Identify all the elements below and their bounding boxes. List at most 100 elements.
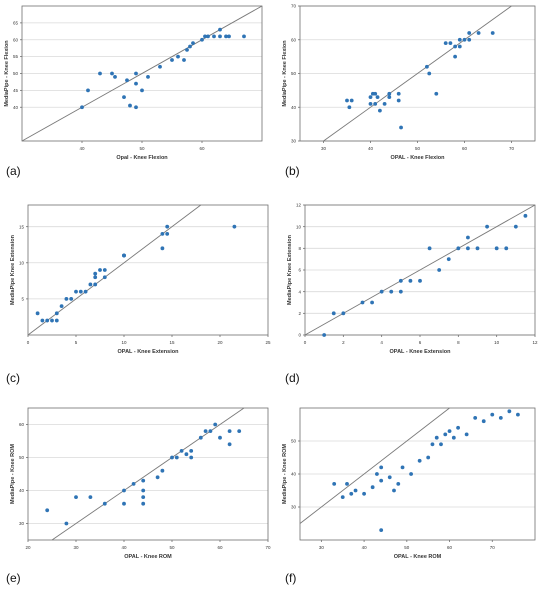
y-tick-label: 50 <box>19 455 25 460</box>
data-point <box>504 246 509 251</box>
data-point <box>74 495 78 499</box>
identity-line <box>323 5 512 142</box>
chart-panel: 40 50 60 40 45 50 55 60 65 Opal - Knee Flexion Med… <box>4 5 263 178</box>
data-point <box>507 409 512 414</box>
data-point <box>368 95 373 100</box>
x-tick-label: 20 <box>217 340 223 345</box>
x-tick-label: 70 <box>490 545 496 550</box>
data-point <box>409 472 413 476</box>
identity-line <box>299 407 450 524</box>
identity-line <box>27 204 202 336</box>
data-point <box>110 71 114 76</box>
y-tick-label: 40 <box>13 105 19 110</box>
data-point <box>88 495 93 499</box>
data-point <box>179 449 184 453</box>
data-point <box>370 300 374 305</box>
data-point <box>59 304 64 309</box>
data-point <box>387 91 392 96</box>
data-point <box>481 419 486 424</box>
panel-label: (d) <box>285 371 300 385</box>
data-point <box>198 435 203 440</box>
y-tick-label: 40 <box>19 488 25 493</box>
data-point <box>184 452 189 457</box>
data-point <box>203 429 208 433</box>
x-tick-label: 40 <box>121 545 127 550</box>
data-point <box>443 41 448 46</box>
data-point <box>102 501 107 506</box>
data-point <box>88 282 93 287</box>
x-tick-label: 40 <box>79 146 85 151</box>
data-point <box>98 71 102 76</box>
data-point <box>102 268 107 272</box>
data-point <box>456 425 460 430</box>
x-tick-label: 60 <box>447 545 453 550</box>
data-point <box>434 435 439 440</box>
data-point <box>141 488 146 493</box>
data-point <box>134 71 138 76</box>
x-tick-label: 30 <box>73 545 79 550</box>
data-point <box>437 268 442 272</box>
y-tick-label: 40 <box>291 105 297 110</box>
data-point <box>400 465 405 470</box>
data-point <box>490 412 495 417</box>
data-point <box>396 98 401 103</box>
y-axis-label: MediaPipe - Knee Flexion <box>282 40 288 107</box>
data-point <box>476 31 481 35</box>
data-point <box>379 465 384 470</box>
data-point <box>174 455 179 460</box>
data-point <box>131 482 136 486</box>
data-point <box>35 311 40 316</box>
x-tick-label: 10 <box>121 340 127 345</box>
data-point <box>160 231 165 236</box>
y-tick-label: 55 <box>13 54 19 59</box>
x-tick-label: 40 <box>362 545 368 550</box>
y-tick-label: 8 <box>298 246 301 251</box>
data-point <box>387 95 392 100</box>
y-tick-label: 15 <box>19 224 25 229</box>
chart-panel: 30 40 50 60 70 30 40 50 OPAL - Knee ROM MediaPipe… <box>282 407 536 585</box>
y-tick-label: 30 <box>19 521 25 526</box>
y-tick-label: 2 <box>298 311 301 316</box>
data-point <box>447 429 452 433</box>
x-axis-label: Opal - Knee Flexion <box>116 155 168 161</box>
data-point <box>182 58 186 62</box>
data-point <box>212 34 216 39</box>
data-point <box>418 278 422 283</box>
x-tick-label: 60 <box>199 146 205 151</box>
data-point <box>203 34 207 39</box>
data-point <box>128 103 132 108</box>
data-point <box>122 95 126 100</box>
x-tick-label: 0 <box>304 340 307 345</box>
data-point <box>396 91 401 96</box>
data-point <box>170 58 174 62</box>
x-axis-label: OPAL - Knee Extension <box>118 349 180 355</box>
data-point <box>443 432 448 437</box>
data-point <box>382 101 387 106</box>
data-point <box>516 412 520 417</box>
data-point <box>340 495 345 499</box>
panel-label: (a) <box>6 164 21 178</box>
x-tick-label: 30 <box>321 146 327 151</box>
data-point <box>208 429 213 433</box>
data-point <box>54 311 59 316</box>
data-point <box>456 246 461 251</box>
x-tick-label: 5 <box>75 340 78 345</box>
data-point <box>387 475 392 480</box>
data-point <box>102 275 107 280</box>
data-point <box>398 289 403 294</box>
data-point <box>98 268 102 272</box>
data-point <box>360 300 365 305</box>
data-point <box>427 246 432 251</box>
data-point <box>45 318 50 323</box>
data-point <box>93 271 98 276</box>
data-point <box>113 74 117 79</box>
data-point <box>158 64 162 69</box>
y-tick-label: 4 <box>298 289 301 294</box>
data-point <box>427 71 432 76</box>
data-point <box>122 253 126 258</box>
data-point <box>140 88 144 93</box>
data-point <box>213 422 218 427</box>
data-point <box>453 44 457 49</box>
data-point <box>232 224 237 229</box>
